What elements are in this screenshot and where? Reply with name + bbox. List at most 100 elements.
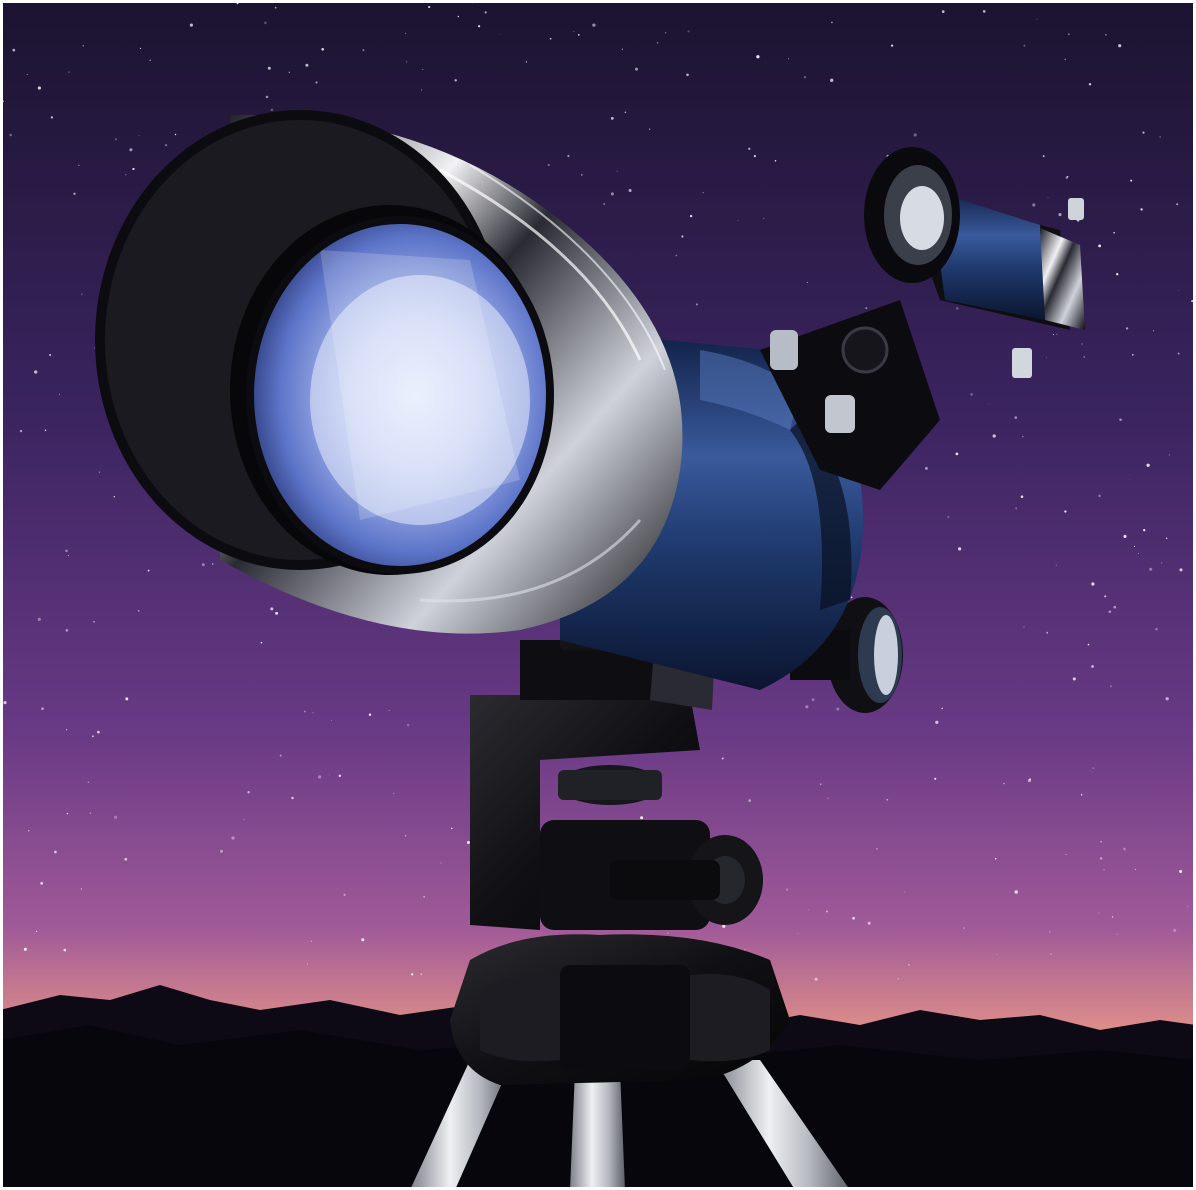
- star: [1087, 643, 1090, 646]
- star: [1028, 778, 1032, 781]
- star: [867, 921, 871, 925]
- star: [93, 347, 96, 349]
- star: [1072, 677, 1076, 681]
- star: [1179, 568, 1183, 572]
- star: [547, 163, 550, 167]
- star: [814, 977, 818, 981]
- star: [114, 138, 117, 141]
- star: [423, 895, 425, 898]
- star: [124, 857, 128, 861]
- star: [852, 917, 855, 920]
- star: [621, 48, 624, 50]
- star: [23, 947, 27, 951]
- star: [992, 434, 996, 438]
- star: [836, 707, 840, 711]
- star: [267, 66, 271, 70]
- star: [260, 641, 263, 644]
- star: [1109, 685, 1112, 688]
- star: [947, 516, 950, 518]
- star: [1046, 356, 1047, 358]
- star: [748, 799, 751, 802]
- star: [908, 963, 910, 966]
- star: [924, 466, 928, 470]
- star: [664, 31, 667, 34]
- star: [1022, 435, 1024, 438]
- star: [274, 6, 277, 9]
- star: [65, 629, 69, 632]
- tripod: [410, 934, 850, 1190]
- star: [1178, 290, 1180, 291]
- star: [147, 569, 150, 572]
- star: [212, 563, 214, 565]
- star: [1131, 353, 1134, 356]
- star: [756, 55, 760, 59]
- star: [421, 89, 423, 91]
- star: [1020, 495, 1024, 498]
- star: [1119, 418, 1122, 421]
- star: [66, 812, 69, 815]
- star: [549, 37, 552, 40]
- star: [721, 757, 724, 760]
- star: [41, 707, 44, 711]
- star: [913, 133, 917, 137]
- star: [219, 849, 224, 853]
- star: [934, 777, 937, 780]
- star: [1146, 463, 1150, 467]
- star: [988, 403, 990, 405]
- star: [808, 909, 810, 911]
- star: [811, 698, 815, 702]
- star: [1113, 231, 1115, 234]
- star: [1015, 507, 1018, 510]
- star: [580, 174, 583, 176]
- star: [1113, 605, 1117, 609]
- star: [329, 774, 331, 776]
- star: [26, 73, 28, 76]
- star: [49, 353, 52, 357]
- star: [392, 792, 395, 795]
- star: [1118, 44, 1122, 48]
- star: [850, 596, 853, 599]
- star: [1129, 479, 1130, 480]
- star: [970, 393, 973, 396]
- star: [404, 834, 407, 837]
- star: [610, 192, 614, 196]
- star: [787, 58, 790, 60]
- star: [1111, 916, 1114, 918]
- star: [9, 133, 12, 137]
- star: [1116, 273, 1119, 276]
- star: [499, 33, 501, 35]
- star: [1023, 626, 1025, 628]
- star: [865, 307, 868, 310]
- star: [722, 924, 726, 928]
- star: [805, 705, 809, 709]
- star: [19, 429, 23, 433]
- star: [1123, 847, 1126, 851]
- star: [82, 44, 84, 47]
- star: [137, 609, 140, 612]
- star: [139, 47, 142, 50]
- star: [243, 818, 245, 821]
- star: [695, 303, 698, 306]
- star: [1047, 197, 1049, 198]
- star: [1064, 510, 1067, 513]
- star: [1046, 631, 1049, 634]
- star: [826, 910, 828, 913]
- star: [68, 71, 70, 73]
- star: [80, 888, 82, 890]
- star: [592, 23, 596, 27]
- star: [317, 775, 322, 779]
- star: [1036, 18, 1038, 20]
- star: [189, 23, 193, 27]
- star: [404, 32, 407, 35]
- star: [1055, 333, 1058, 335]
- star: [1048, 930, 1051, 933]
- star: [270, 607, 274, 611]
- star: [174, 133, 177, 136]
- star: [994, 857, 997, 860]
- star: [477, 25, 481, 28]
- star: [1099, 857, 1103, 860]
- star: [1091, 582, 1095, 586]
- star: [1165, 537, 1168, 540]
- star: [1187, 906, 1189, 907]
